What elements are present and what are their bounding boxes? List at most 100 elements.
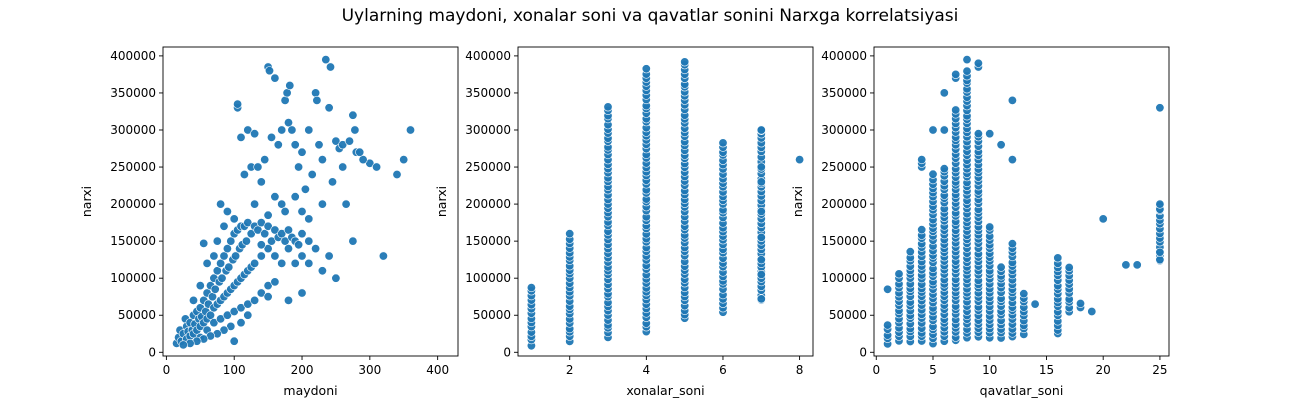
y-tick-label: 400000 bbox=[821, 49, 867, 63]
data-point bbox=[229, 336, 239, 346]
data-point bbox=[1007, 95, 1017, 105]
data-point bbox=[189, 295, 199, 305]
data-point bbox=[1053, 253, 1063, 263]
data-point bbox=[239, 170, 249, 180]
data-point bbox=[231, 251, 241, 261]
data-point bbox=[270, 251, 280, 261]
data-point bbox=[344, 136, 354, 146]
data-point bbox=[526, 283, 536, 293]
data-point bbox=[331, 136, 341, 146]
data-point bbox=[565, 229, 575, 239]
y-axis-label: narxi bbox=[790, 186, 805, 217]
data-point bbox=[277, 229, 287, 239]
data-point bbox=[283, 118, 293, 128]
data-point bbox=[297, 251, 307, 261]
data-point bbox=[195, 281, 205, 291]
data-point bbox=[951, 105, 961, 115]
x-tick-label: 6 bbox=[719, 363, 727, 377]
data-point bbox=[210, 284, 220, 294]
data-point bbox=[226, 236, 236, 246]
data-point bbox=[325, 62, 335, 72]
data-point bbox=[199, 238, 209, 248]
y-tick-label: 100000 bbox=[110, 271, 156, 285]
y-tick-label: 300000 bbox=[465, 123, 511, 137]
data-point bbox=[270, 192, 280, 202]
data-point bbox=[756, 162, 766, 172]
data-point bbox=[883, 320, 893, 330]
y-tick-label: 0 bbox=[148, 345, 156, 359]
data-point bbox=[273, 140, 283, 150]
x-tick-label: 4 bbox=[643, 363, 651, 377]
data-point bbox=[283, 244, 293, 254]
x-tick-label: 20 bbox=[1096, 363, 1111, 377]
data-point bbox=[283, 295, 293, 305]
data-point bbox=[1007, 239, 1017, 249]
data-point bbox=[243, 125, 253, 135]
axes-frame bbox=[517, 46, 814, 357]
data-point bbox=[756, 125, 766, 135]
data-point bbox=[951, 69, 961, 79]
y-tick-label: 250000 bbox=[465, 160, 511, 174]
data-point bbox=[264, 66, 274, 76]
data-point bbox=[219, 221, 229, 231]
data-point bbox=[928, 125, 938, 135]
data-point bbox=[355, 147, 365, 157]
data-point bbox=[324, 251, 334, 261]
data-point bbox=[756, 294, 766, 304]
data-point bbox=[350, 125, 360, 135]
data-point bbox=[243, 218, 253, 228]
data-point bbox=[222, 207, 232, 217]
data-point bbox=[1007, 155, 1017, 165]
data-point bbox=[973, 58, 983, 68]
data-point bbox=[209, 251, 219, 261]
data-point bbox=[241, 236, 251, 246]
data-point bbox=[327, 177, 337, 187]
data-point bbox=[641, 64, 651, 74]
data-point bbox=[304, 258, 314, 268]
data-point bbox=[392, 170, 402, 180]
figure-title: Uylarning maydoni, xonalar soni va qavat… bbox=[341, 6, 959, 26]
data-point bbox=[304, 214, 314, 224]
data-point bbox=[250, 258, 260, 268]
y-tick-label: 0 bbox=[503, 345, 511, 359]
data-point bbox=[253, 225, 263, 235]
data-point bbox=[290, 258, 300, 268]
data-point bbox=[263, 210, 273, 220]
y-tick-label: 300000 bbox=[110, 123, 156, 137]
data-point bbox=[917, 225, 927, 235]
data-point bbox=[883, 284, 893, 294]
data-point bbox=[1019, 289, 1029, 299]
data-point bbox=[280, 207, 290, 217]
x-tick-label: 100 bbox=[223, 363, 246, 377]
data-point bbox=[263, 244, 273, 254]
data-point bbox=[756, 207, 766, 217]
data-point bbox=[285, 81, 295, 91]
data-point bbox=[338, 140, 348, 150]
data-point bbox=[939, 88, 949, 98]
data-point bbox=[317, 199, 327, 209]
data-point bbox=[718, 138, 728, 148]
data-point bbox=[304, 236, 314, 246]
data-point bbox=[996, 140, 1006, 150]
data-point bbox=[928, 169, 938, 179]
data-point bbox=[1155, 247, 1165, 257]
x-tick-label: 0 bbox=[872, 363, 880, 377]
data-point bbox=[1030, 299, 1040, 309]
data-point bbox=[236, 303, 246, 313]
data-point bbox=[311, 244, 321, 254]
x-tick-label: 8 bbox=[796, 363, 804, 377]
data-point bbox=[1155, 103, 1165, 113]
y-tick-label: 250000 bbox=[110, 160, 156, 174]
data-point bbox=[378, 251, 388, 261]
data-point bbox=[756, 232, 766, 242]
data-point bbox=[270, 225, 280, 235]
y-tick-label: 50000 bbox=[118, 308, 156, 322]
data-point bbox=[756, 255, 766, 265]
data-point bbox=[317, 155, 327, 165]
data-point bbox=[266, 236, 276, 246]
data-point bbox=[297, 229, 307, 239]
data-point bbox=[277, 258, 287, 268]
y-tick-label: 100000 bbox=[821, 271, 867, 285]
y-tick-label: 200000 bbox=[465, 197, 511, 211]
data-point bbox=[324, 103, 334, 113]
